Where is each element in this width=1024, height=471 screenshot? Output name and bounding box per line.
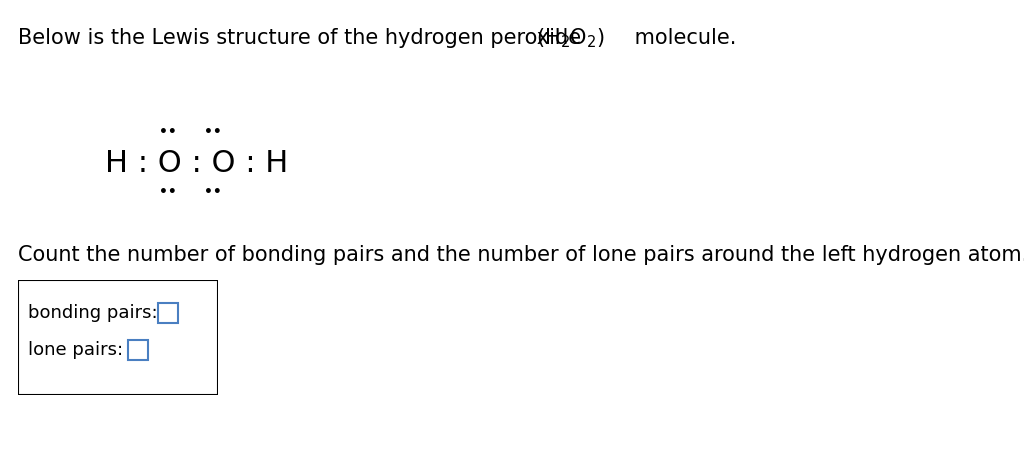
Bar <box>158 303 178 323</box>
Text: ••: •• <box>159 185 177 199</box>
Text: Count the number of bonding pairs and the number of lone pairs around the left h: Count the number of bonding pairs and th… <box>18 245 1024 265</box>
Text: bonding pairs:: bonding pairs: <box>28 304 164 322</box>
Text: ↶: ↶ <box>309 293 332 321</box>
Text: ••: •• <box>204 185 222 199</box>
Text: lone pairs:: lone pairs: <box>28 341 129 359</box>
Text: molecule.: molecule. <box>628 28 736 48</box>
Text: H : O : O : H: H : O : O : H <box>105 149 288 178</box>
Text: ?: ? <box>371 293 387 321</box>
Bar <box>128 340 148 360</box>
Text: ••: •• <box>204 125 222 139</box>
Text: Below is the Lewis structure of the hydrogen peroxide: Below is the Lewis structure of the hydr… <box>18 28 588 48</box>
Text: $\left(\mathsf{H_2O_2}\right)$: $\left(\mathsf{H_2O_2}\right)$ <box>536 26 605 49</box>
Text: ••: •• <box>159 125 177 139</box>
Text: ×: × <box>251 293 274 321</box>
